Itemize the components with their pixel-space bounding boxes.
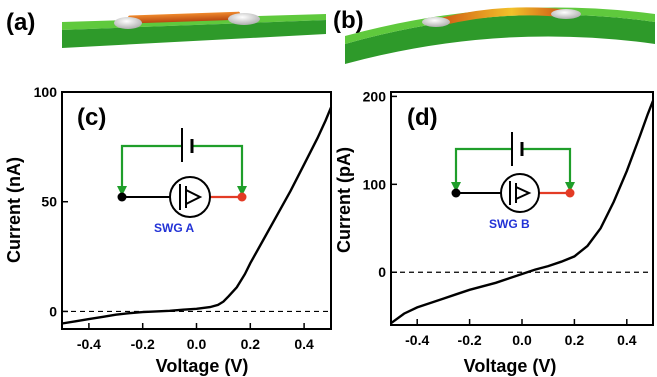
transistor-arrow-c: [185, 189, 203, 205]
x-tick-label-d: 0.0: [512, 332, 532, 348]
substrate-side-b: [345, 14, 655, 65]
transistor-symbol-c: [169, 176, 211, 218]
arrow-right-c: [237, 186, 247, 196]
y-tick-label-c: 50: [41, 194, 57, 210]
y-tick-label-c: 0: [49, 303, 57, 319]
x-ticks-d: -0.4 -0.2 0.0 0.2 0.4: [405, 319, 637, 348]
panel-c-label: (c): [77, 104, 106, 131]
arrow-left-c: [117, 186, 127, 196]
y-axis-label-d: Current (pA): [334, 147, 354, 253]
x-tick-label-d: 0.2: [565, 332, 585, 348]
y-ticks-c: 0 50 100: [34, 84, 68, 319]
iv-curve-c: [61, 106, 333, 325]
y-tick-label-d: 200: [363, 88, 387, 104]
nanowire-a: [128, 11, 240, 24]
panel-d: -0.4 -0.2 0.0 0.2 0.4 0 100 200 (d) Voltage (V…: [334, 88, 655, 376]
circuit-wire-right-c: [192, 144, 244, 190]
panel-b: (b): [333, 7, 655, 65]
x-tick-label-c: 0.2: [241, 336, 261, 352]
x-tick-label-d: 0.4: [617, 332, 637, 348]
arrow-left-d: [451, 182, 461, 192]
panel-a-label: (a): [6, 9, 35, 36]
x-axis-label-d: Voltage (V): [464, 356, 557, 376]
swg-label-c: SWG A: [154, 221, 195, 235]
y-tick-label-d: 0: [378, 264, 386, 280]
inset-circuit-c: SWG A: [117, 128, 247, 235]
y-tick-label-c: 100: [34, 84, 58, 100]
x-tick-label-c: -0.2: [131, 336, 155, 352]
panel-c: -0.4 -0.2 0.0 0.2 0.4 0 50 100 (c) Voltage (V)…: [4, 84, 333, 376]
transistor-arrow-d: [515, 186, 532, 200]
x-ticks-c: -0.4 -0.2 0.0 0.2 0.4: [77, 323, 314, 352]
swg-label-d: SWG B: [489, 217, 530, 231]
electrode-right-a: [228, 13, 260, 25]
electrode-left-a: [114, 17, 142, 29]
x-tick-label-d: -0.2: [458, 332, 482, 348]
iv-curve-d: [390, 100, 655, 325]
transistor-symbol-d: [500, 173, 540, 213]
x-tick-label-c: 0.4: [294, 336, 314, 352]
substrate-side-a: [62, 20, 326, 48]
panel-d-label: (d): [407, 104, 438, 131]
electrode-left-b: [422, 17, 450, 27]
x-tick-label-c: 0.0: [187, 336, 207, 352]
panel-b-label: (b): [333, 7, 364, 34]
electrode-right-b: [551, 9, 581, 19]
x-axis-label-c: Voltage (V): [156, 356, 249, 376]
arrow-right-d: [565, 182, 575, 192]
circuit-wire-d: [454, 147, 512, 186]
x-tick-label-c: -0.4: [77, 336, 101, 352]
terminal-black-c: [117, 192, 127, 202]
terminal-black-d: [451, 188, 461, 198]
inset-circuit-d: SWG B: [451, 132, 575, 231]
terminal-red-d: [565, 188, 575, 198]
y-tick-label-d: 100: [363, 176, 387, 192]
circuit-wire-c: [120, 144, 182, 190]
circuit-wire-right-d: [522, 147, 572, 186]
x-tick-label-d: -0.4: [405, 332, 429, 348]
nanowire-b: [440, 7, 570, 27]
y-ticks-d: 0 100 200: [363, 88, 397, 280]
panel-a: (a): [6, 9, 326, 48]
terminal-red-c: [237, 192, 247, 202]
y-axis-label-c: Current (nA): [4, 157, 24, 263]
